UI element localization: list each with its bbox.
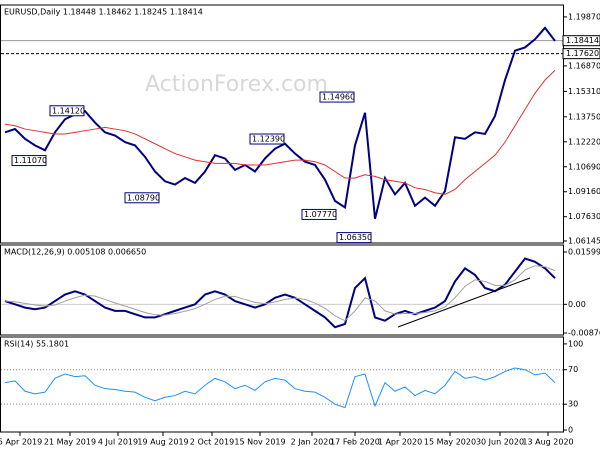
x-tick-label: 15 May 2020 bbox=[424, 438, 476, 447]
x-tick-label: 15 Nov 2019 bbox=[234, 438, 285, 447]
x-tick-label: 5 Apr 2019 bbox=[0, 438, 42, 447]
x-tick-label: 17 Feb 2020 bbox=[330, 438, 380, 447]
price-box bbox=[562, 48, 600, 60]
series-line bbox=[4, 257, 556, 329]
annotation-label: 1.12390 bbox=[252, 135, 285, 144]
x-tick-label: 2 Oct 2019 bbox=[190, 438, 234, 447]
annotation-label: 1.11070 bbox=[14, 156, 47, 165]
x-tick-label: 19 Aug 2019 bbox=[137, 438, 188, 447]
annotation-box bbox=[249, 133, 285, 145]
annotation-box bbox=[124, 192, 160, 204]
panel-title: MACD(12,26,9) 0.005108 0.006650 bbox=[4, 248, 146, 257]
series-line bbox=[4, 367, 556, 409]
series-line bbox=[4, 265, 556, 322]
y-tick-label: 0 bbox=[568, 426, 573, 435]
annotation-box bbox=[336, 232, 372, 244]
y-tick-label: 1.16870 bbox=[568, 61, 600, 70]
annotation-label: 1.08790 bbox=[127, 193, 160, 202]
y-tick-label: 1.12220 bbox=[568, 137, 600, 146]
x-tick-label: 30 Jun 2020 bbox=[476, 438, 524, 447]
annotation-box bbox=[301, 208, 337, 220]
annotation-label: 1.14960 bbox=[322, 93, 355, 102]
x-tick-label: 2 Jan 2020 bbox=[291, 438, 334, 447]
panel-title: EURUSD,Daily 1.18448 1.18462 1.18245 1.1… bbox=[4, 8, 203, 17]
x-tick-label: 13 Aug 2020 bbox=[522, 438, 573, 447]
panel-frame bbox=[0, 244, 564, 336]
annotation-label: 1.06350 bbox=[339, 233, 372, 242]
watermark: ActionForex.com bbox=[145, 72, 328, 97]
x-tick-label: 4 Jul 2019 bbox=[98, 438, 138, 447]
annotation-label: 1.14120 bbox=[52, 106, 85, 115]
panel-frame bbox=[0, 336, 564, 433]
panel-frame bbox=[0, 4, 564, 244]
series-line bbox=[4, 69, 556, 195]
x-tick-label: 21 May 2019 bbox=[44, 438, 96, 447]
y-tick-label: 1.19870 bbox=[568, 12, 600, 21]
x-tick-label: 1 Apr 2020 bbox=[378, 438, 422, 447]
y-tick-label: 1.10690 bbox=[568, 162, 600, 171]
y-tick-label: -0.00876 bbox=[568, 329, 600, 338]
y-tick-label: 30 bbox=[568, 400, 578, 409]
y-tick-label: 1.06145 bbox=[568, 236, 600, 245]
annotation-box bbox=[11, 155, 47, 167]
annotation-label: 1.07770 bbox=[304, 210, 337, 219]
y-tick-label: 0.00 bbox=[568, 300, 586, 309]
y-tick-label: 1.13750 bbox=[568, 112, 600, 121]
price-box bbox=[562, 35, 600, 47]
y-tick-label: 0.015991 bbox=[568, 248, 600, 257]
panel-title: RSI(14) 55.1801 bbox=[4, 340, 69, 349]
y-tick-label: 100 bbox=[568, 339, 583, 348]
trendline bbox=[397, 277, 531, 328]
price-label: 1.17620 bbox=[566, 49, 599, 58]
series-line bbox=[4, 26, 556, 220]
y-tick-label: 1.09160 bbox=[568, 187, 600, 196]
price-label: 1.18414 bbox=[566, 36, 599, 45]
annotation-box bbox=[319, 91, 355, 103]
y-tick-label: 1.07630 bbox=[568, 212, 600, 221]
y-tick-label: 1.15310 bbox=[568, 87, 600, 96]
annotation-box bbox=[49, 105, 85, 117]
y-tick-label: 70 bbox=[568, 365, 578, 374]
